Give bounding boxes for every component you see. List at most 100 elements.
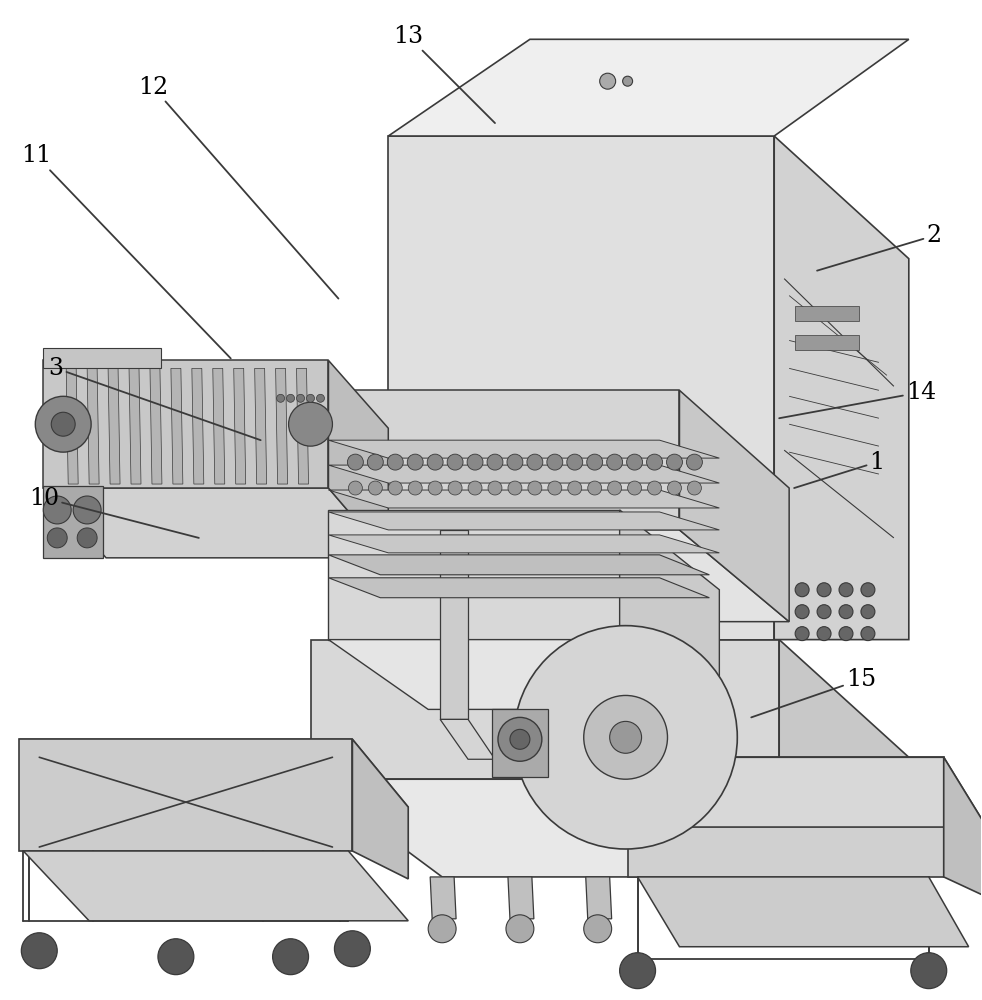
Polygon shape xyxy=(440,719,495,759)
Circle shape xyxy=(547,454,563,470)
Circle shape xyxy=(507,454,522,470)
Circle shape xyxy=(22,933,57,969)
Polygon shape xyxy=(43,348,161,368)
Circle shape xyxy=(861,583,875,597)
Polygon shape xyxy=(508,877,534,919)
Polygon shape xyxy=(254,368,267,484)
Polygon shape xyxy=(795,306,859,321)
Polygon shape xyxy=(790,424,879,446)
Circle shape xyxy=(409,481,422,495)
Circle shape xyxy=(348,454,363,470)
Circle shape xyxy=(273,939,308,975)
Circle shape xyxy=(607,454,623,470)
Polygon shape xyxy=(790,368,879,390)
Polygon shape xyxy=(585,877,612,919)
Polygon shape xyxy=(790,396,879,418)
Circle shape xyxy=(646,454,663,470)
Circle shape xyxy=(600,73,616,89)
Circle shape xyxy=(287,394,295,402)
Polygon shape xyxy=(785,279,894,386)
Polygon shape xyxy=(213,368,225,484)
Circle shape xyxy=(506,915,534,943)
Polygon shape xyxy=(43,360,328,488)
Circle shape xyxy=(839,627,853,641)
Circle shape xyxy=(548,481,562,495)
Circle shape xyxy=(51,412,76,436)
Polygon shape xyxy=(795,335,859,350)
Polygon shape xyxy=(310,779,908,877)
Circle shape xyxy=(387,454,404,470)
Circle shape xyxy=(43,496,71,524)
Polygon shape xyxy=(234,368,246,484)
Polygon shape xyxy=(680,390,790,622)
Polygon shape xyxy=(276,368,288,484)
Polygon shape xyxy=(20,739,353,851)
Polygon shape xyxy=(87,368,99,484)
Circle shape xyxy=(861,605,875,619)
Polygon shape xyxy=(944,757,982,897)
Circle shape xyxy=(427,454,443,470)
Circle shape xyxy=(408,454,423,470)
Circle shape xyxy=(817,583,831,597)
Circle shape xyxy=(627,481,641,495)
Circle shape xyxy=(514,626,737,849)
Circle shape xyxy=(428,915,456,943)
Polygon shape xyxy=(790,340,879,362)
Circle shape xyxy=(567,454,582,470)
Circle shape xyxy=(447,454,464,470)
Circle shape xyxy=(795,583,809,597)
Polygon shape xyxy=(328,440,720,458)
Polygon shape xyxy=(328,512,720,530)
Circle shape xyxy=(620,953,656,989)
Circle shape xyxy=(583,695,668,779)
Circle shape xyxy=(687,481,701,495)
Polygon shape xyxy=(66,368,79,484)
Polygon shape xyxy=(20,739,409,807)
Circle shape xyxy=(627,454,642,470)
Circle shape xyxy=(861,627,875,641)
Text: 13: 13 xyxy=(393,25,495,123)
Polygon shape xyxy=(353,739,409,879)
Polygon shape xyxy=(328,360,388,558)
Circle shape xyxy=(47,528,67,548)
Circle shape xyxy=(277,394,285,402)
Polygon shape xyxy=(430,877,456,919)
Polygon shape xyxy=(24,851,409,921)
Circle shape xyxy=(610,721,641,753)
Polygon shape xyxy=(328,640,720,709)
Circle shape xyxy=(647,481,662,495)
Polygon shape xyxy=(637,877,968,947)
Polygon shape xyxy=(150,368,162,484)
Polygon shape xyxy=(310,640,779,779)
Circle shape xyxy=(587,481,602,495)
Circle shape xyxy=(608,481,622,495)
Circle shape xyxy=(686,454,702,470)
Polygon shape xyxy=(790,452,879,474)
Circle shape xyxy=(667,454,682,470)
Circle shape xyxy=(795,605,809,619)
Text: 2: 2 xyxy=(817,224,942,271)
Polygon shape xyxy=(440,530,468,719)
Circle shape xyxy=(289,402,333,446)
Circle shape xyxy=(568,481,581,495)
Circle shape xyxy=(349,481,362,495)
Polygon shape xyxy=(328,510,620,640)
Polygon shape xyxy=(129,368,141,484)
Polygon shape xyxy=(108,368,120,484)
Polygon shape xyxy=(388,39,908,136)
Circle shape xyxy=(510,729,530,749)
Polygon shape xyxy=(492,709,548,777)
Polygon shape xyxy=(328,490,720,508)
Circle shape xyxy=(839,583,853,597)
Circle shape xyxy=(35,396,91,452)
Circle shape xyxy=(306,394,314,402)
Polygon shape xyxy=(328,390,680,530)
Circle shape xyxy=(911,953,947,989)
Polygon shape xyxy=(328,465,720,483)
Circle shape xyxy=(74,496,101,524)
Circle shape xyxy=(428,481,442,495)
Circle shape xyxy=(668,481,682,495)
Circle shape xyxy=(586,454,603,470)
Polygon shape xyxy=(328,555,709,575)
Circle shape xyxy=(467,454,483,470)
